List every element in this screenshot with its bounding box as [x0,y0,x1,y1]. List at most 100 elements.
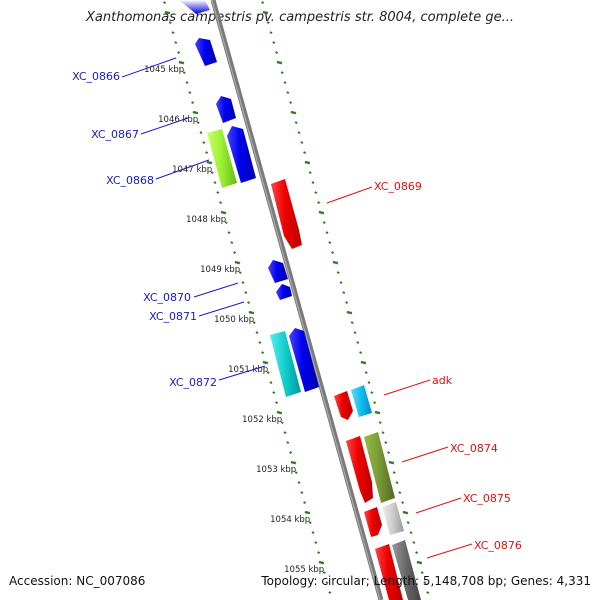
ruler-tick [182,71,186,75]
ruler-tick [233,251,237,255]
gene-label-xc0867[interactable]: XC_0867 [91,128,139,141]
ruler-tick [206,160,213,165]
ruler-tick [196,121,200,125]
gene-features-minus [178,0,319,397]
gene-label-xc0872[interactable]: XC_0872 [169,376,217,389]
ruler-tick [286,91,290,95]
ruler-tick [171,31,175,35]
ruler-tick [423,581,427,585]
ruler-tick [238,271,242,275]
ruler-tick [261,351,265,355]
gene-arrow-top-clipped[interactable] [178,0,210,14]
ruler-tick [359,351,363,355]
gene-arrow-xc0876[interactable] [375,544,403,600]
genome-backbone-highlight [211,0,381,600]
ruler-tick [345,301,349,305]
gene-rect-xc0875-partner[interactable] [382,502,404,535]
ruler-tick [266,371,270,375]
ruler-tick [322,221,326,225]
label-leaders [121,57,473,559]
ruler-tick [227,231,231,235]
ruler-tick [346,310,353,315]
gene-label-xc0866[interactable]: XC_0866 [72,70,120,83]
ruler-tick [420,571,424,575]
ruler-labels: 1045 kbp 1046 kbp 1047 kbp 1048 kbp 1049 kbp… [144,65,324,575]
ruler-tick [401,501,405,505]
map-title: Xanthomonas campestris pv. campestris st… [86,10,514,25]
ruler-tick [356,341,360,345]
gene-features-plus [271,179,421,600]
ruler-tick [163,1,167,5]
gene-rect-lime[interactable] [207,129,237,188]
gene-arrow-xc0870[interactable] [268,260,288,283]
ruler-label: 1050 kbp [214,315,254,325]
ruler-tick [331,251,335,255]
ruler-tick [308,171,312,175]
gene-label-xc0874[interactable]: XC_0874 [450,442,498,455]
ruler-tick [247,301,251,305]
ruler-tick [314,541,318,545]
ruler-label: 1049 kbp [200,265,240,275]
gene-label-xc0869[interactable]: XC_0869 [374,180,422,193]
ruler-tick [244,291,248,295]
gene-rect-cyan[interactable] [270,331,301,397]
ruler-tick [294,121,298,125]
gene-arrow-xc0875[interactable] [364,507,382,537]
ruler-tick [272,391,276,395]
gene-label-adk[interactable]: adk [432,374,453,387]
topology-summary-text: Topology: circular; Length: 5,148,708 bp… [261,574,591,588]
ruler-tick [303,151,307,155]
gene-arrow-xc0866[interactable] [195,38,217,66]
ruler-tick [178,60,185,65]
gene-rect-adk-partner[interactable] [351,385,372,417]
ruler-tick [234,260,241,265]
ruler-tick [269,381,273,385]
ruler-tick [224,221,228,225]
gene-arrow-xc0868[interactable] [227,126,256,183]
gene-labels: XC_0866 XC_0867 XC_0868 XC_0869 XC_0870 … [72,70,522,552]
ruler-label: 1052 kbp [242,415,282,425]
ruler-tick [205,151,209,155]
gene-arrow-xc0874[interactable] [346,436,373,503]
ruler-tick [350,321,354,325]
left-tick-ruler [163,1,332,595]
gene-rect-xc0876-partner[interactable] [392,540,421,600]
gene-arrow-xc0871[interactable] [276,284,292,300]
ruler-tick [261,1,265,5]
ruler-tick [191,101,195,105]
ruler-label: 1047 kbp [172,165,212,175]
gene-label-xc0871[interactable]: XC_0871 [149,310,197,323]
ruler-label: 1051 kbp [228,365,268,375]
ruler-tick [317,201,321,205]
gene-label-xc0875[interactable]: XC_0875 [463,492,511,505]
gene-label-xc0868[interactable]: XC_0868 [106,174,154,187]
ruler-tick [360,360,367,365]
ruler-tick [311,181,315,185]
ruler-tick [325,581,329,585]
ruler-tick [384,441,388,445]
gene-arrow-xc0872[interactable] [289,328,319,392]
ruler-tick [317,551,321,555]
ruler-tick [266,21,270,25]
ruler-tick [392,471,396,475]
genome-backbone [210,0,384,600]
ruler-tick [426,591,430,595]
gene-arrow-adk[interactable] [334,391,353,420]
ruler-tick [290,460,297,465]
ruler-label: 1053 kbp [256,465,296,475]
ruler-tick [406,521,410,525]
gene-label-xc0870[interactable]: XC_0870 [143,291,191,304]
ruler-tick [364,371,368,375]
ruler-tick [328,591,332,595]
gene-arrow-xc0867[interactable] [216,96,236,123]
ruler-tick [174,41,178,45]
ruler-tick [395,481,399,485]
ruler-tick [289,451,293,455]
gene-arrow-xc0869[interactable] [271,179,302,249]
gene-label-xc0876[interactable]: XC_0876 [474,539,522,552]
ruler-tick [387,451,391,455]
ruler-tick [283,81,287,85]
gene-rect-xc0874-partner[interactable] [364,432,395,503]
ruler-tick [314,191,318,195]
